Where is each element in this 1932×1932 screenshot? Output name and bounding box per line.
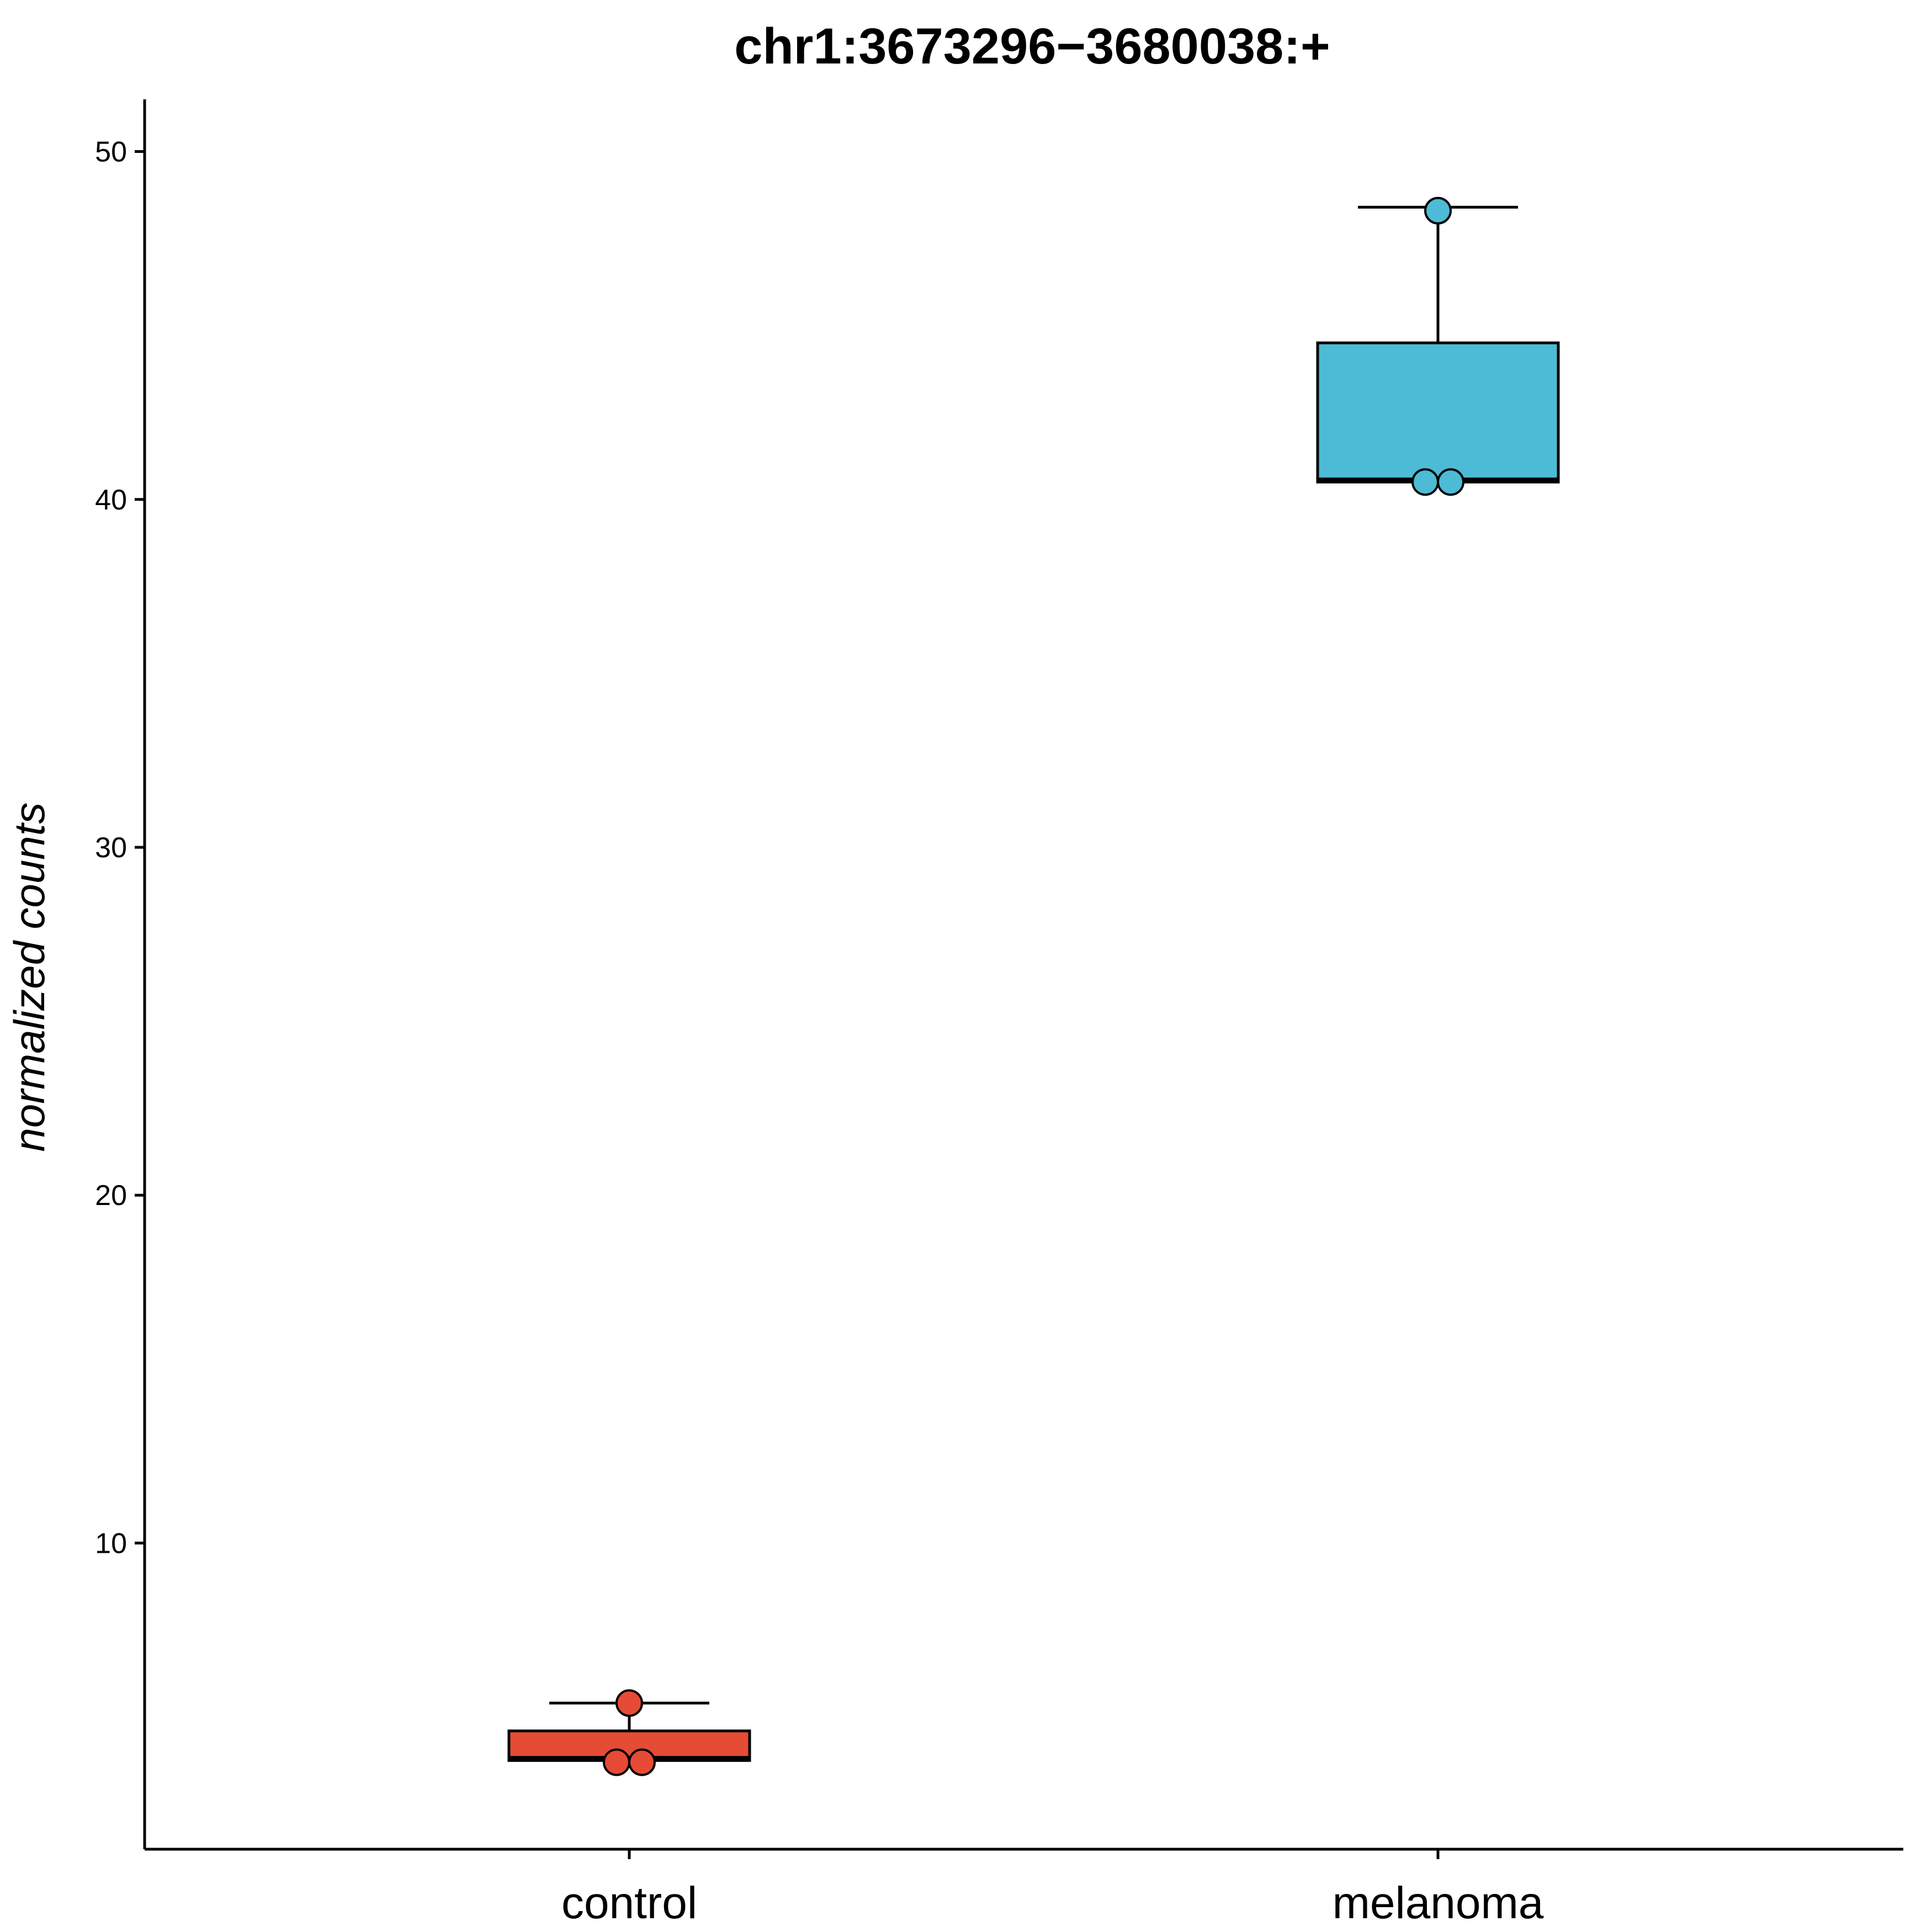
x-axis-ticks: control melanoma xyxy=(561,1849,1544,1928)
control-box xyxy=(507,1729,751,1762)
x-tick-label-melanoma: melanoma xyxy=(1333,1878,1544,1928)
points-layer xyxy=(603,197,1464,1776)
control-point-1 xyxy=(603,1748,630,1776)
melanoma-point-2 xyxy=(1437,468,1464,496)
control-point-2 xyxy=(628,1748,656,1776)
melanoma-point-3 xyxy=(1424,197,1452,225)
y-tick-label-20: 20 xyxy=(95,1180,127,1212)
melanoma-point-1 xyxy=(1411,468,1439,496)
melanoma-box xyxy=(1316,341,1560,484)
y-tick-label-30: 30 xyxy=(95,832,127,864)
y-tick-label-40: 40 xyxy=(95,484,127,516)
y-axis-ticks: 10 20 30 40 50 xyxy=(95,136,145,1559)
x-tick-label-control: control xyxy=(561,1878,697,1928)
y-tick-label-10: 10 xyxy=(95,1527,127,1559)
chart-title: chr1:3673296−3680038:+ xyxy=(734,18,1330,75)
y-tick-label-50: 50 xyxy=(95,136,127,168)
y-axis-label: normalized counts xyxy=(5,803,54,1152)
control-point-3 xyxy=(615,1689,643,1717)
boxes-layer xyxy=(507,205,1560,1763)
